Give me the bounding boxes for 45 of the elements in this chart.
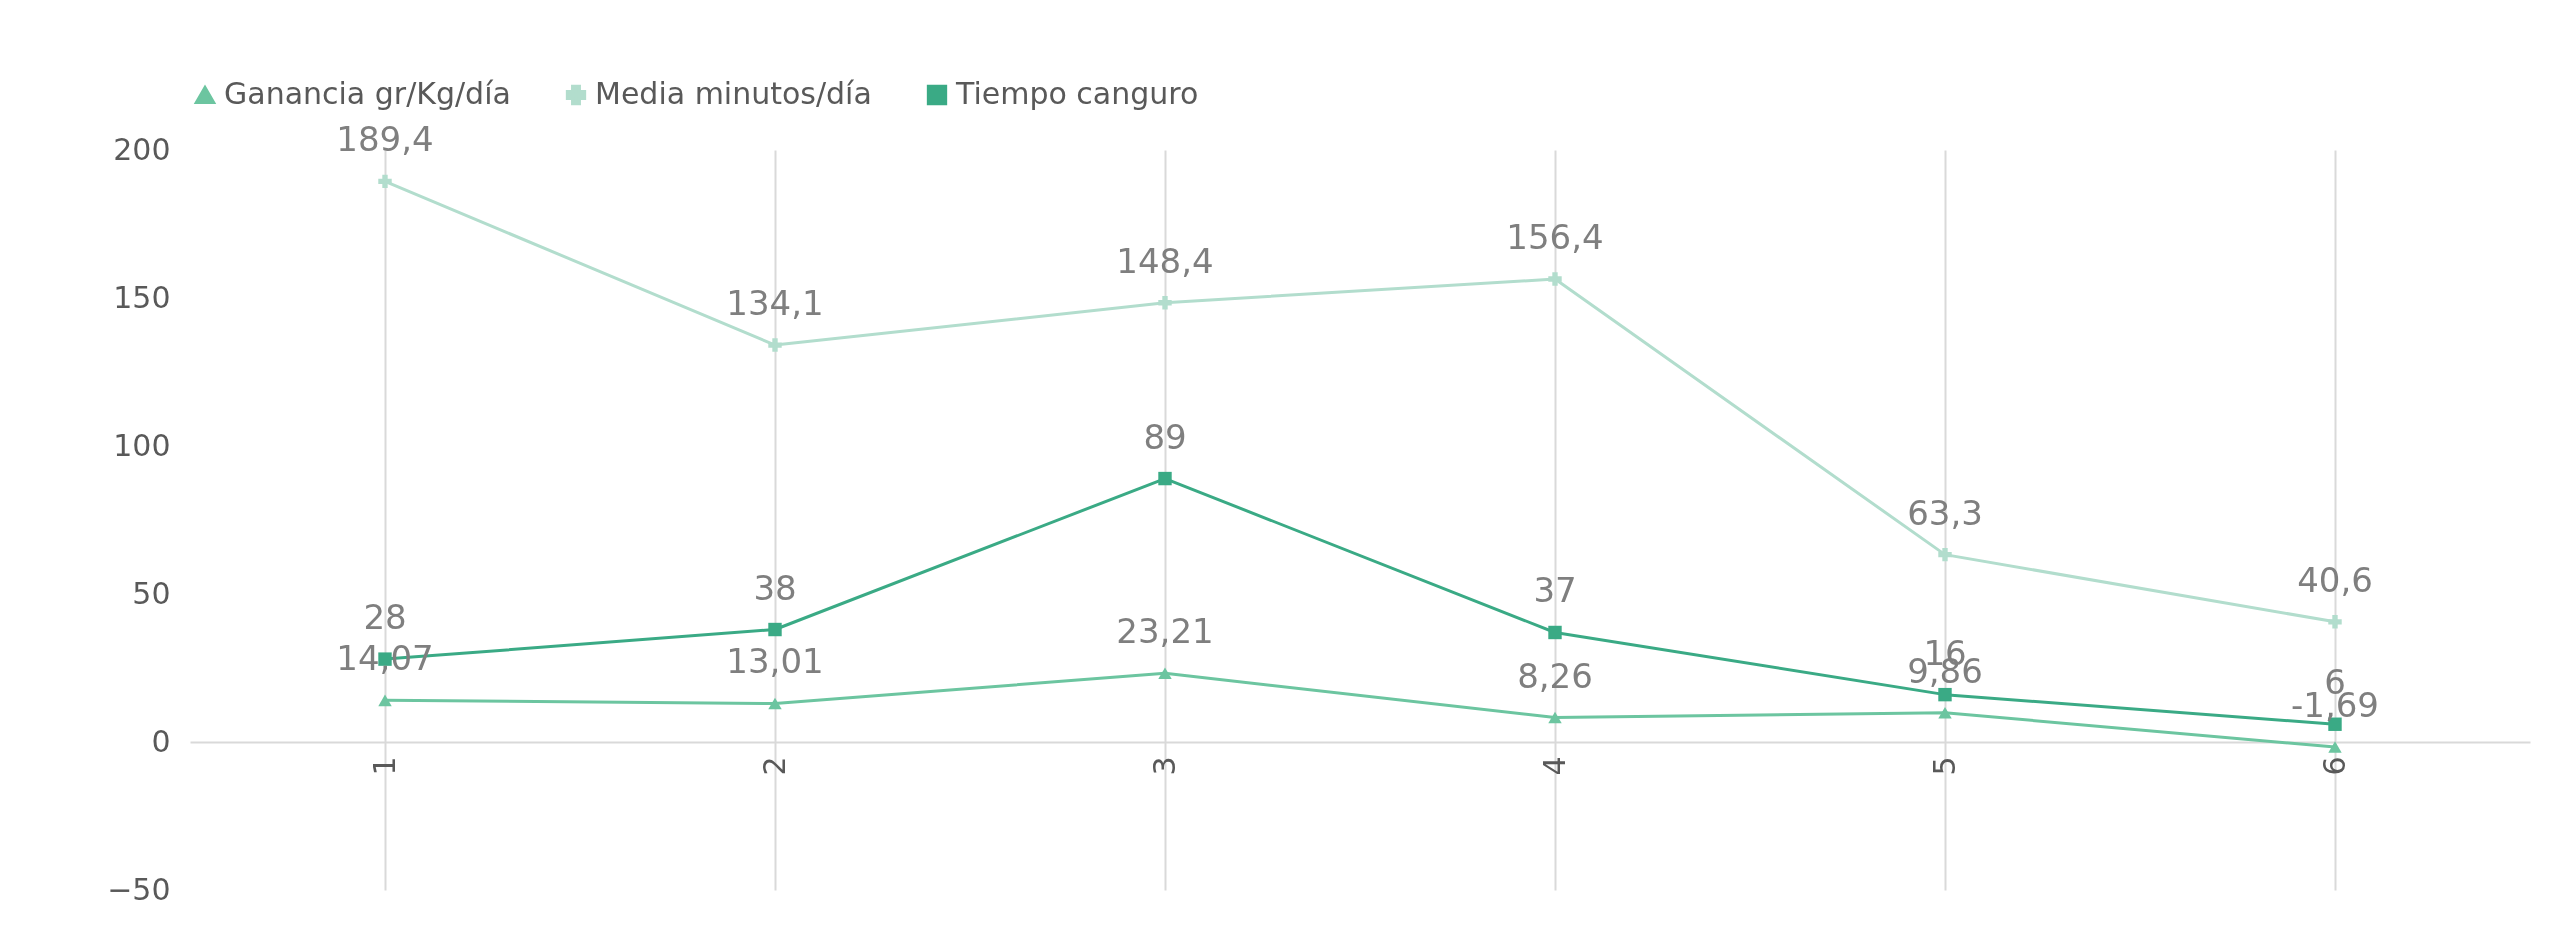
y-tick-label: 50 xyxy=(132,575,171,611)
point xyxy=(1548,625,1562,640)
x-tick-label: 1 xyxy=(366,756,402,776)
point xyxy=(1548,711,1562,724)
data-label: 63,3 xyxy=(1907,492,1983,533)
point xyxy=(378,694,392,707)
point xyxy=(378,174,392,189)
x-tick-label: 6 xyxy=(2316,756,2352,776)
data-label: 37 xyxy=(1533,570,1577,611)
point xyxy=(1158,296,1172,310)
point xyxy=(1158,667,1172,680)
point xyxy=(2328,615,2342,629)
data-label: 156,4 xyxy=(1506,217,1604,258)
data-label: 8,26 xyxy=(1517,655,1593,696)
data-label: 134,1 xyxy=(726,283,824,324)
x-tick-label: 4 xyxy=(1536,756,1572,776)
data-label: 40,6 xyxy=(2297,559,2373,600)
y-tick-label: 150 xyxy=(113,279,171,315)
legend-label: Ganancia gr/Kg/día xyxy=(224,76,511,111)
x-tick-label: 3 xyxy=(1146,756,1182,776)
data-label: 13,01 xyxy=(726,641,824,682)
point xyxy=(768,338,782,352)
legend-label: Tiempo canguro xyxy=(955,76,1199,111)
data-label: 14,07 xyxy=(336,638,434,679)
y-tick-label: −50 xyxy=(107,871,171,907)
point xyxy=(1548,272,1562,286)
point xyxy=(768,697,782,710)
point xyxy=(768,622,782,637)
data-label: 89 xyxy=(1143,416,1187,457)
y-tick-label: 0 xyxy=(151,723,171,759)
data-label: 28 xyxy=(363,597,407,638)
x-tick-label: 2 xyxy=(756,756,792,776)
data-label: 189,4 xyxy=(336,119,434,160)
y-tick-label: 200 xyxy=(113,131,171,167)
point xyxy=(1938,547,1952,562)
data-label: 23,21 xyxy=(1116,611,1214,652)
x-tick-label: 5 xyxy=(1926,756,1962,776)
data-label: 38 xyxy=(753,567,797,608)
data-label: 148,4 xyxy=(1116,240,1214,281)
point xyxy=(1938,707,1952,719)
point xyxy=(2328,741,2342,753)
y-tick-label: 100 xyxy=(113,427,171,463)
point xyxy=(1938,687,1952,702)
legend-label: Media minutos/día xyxy=(595,76,872,111)
point xyxy=(1158,471,1172,486)
